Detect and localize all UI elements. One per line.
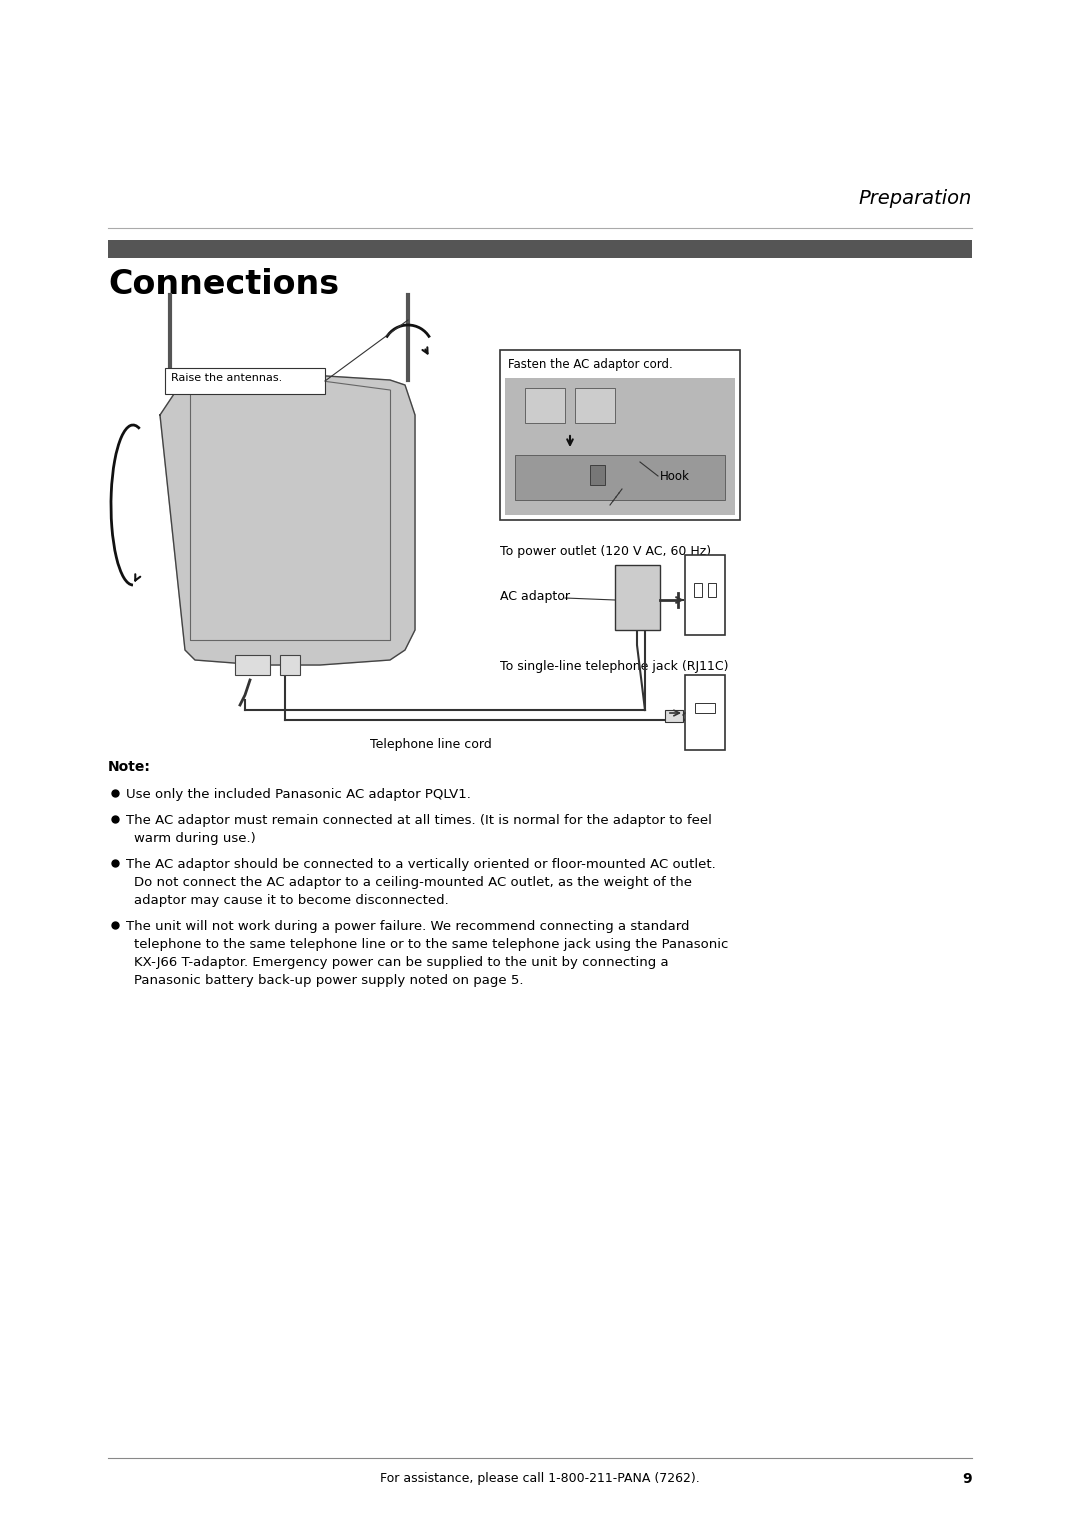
Bar: [280, 656, 300, 675]
Text: To power outlet (120 V AC, 60 Hz): To power outlet (120 V AC, 60 Hz): [500, 545, 711, 558]
Bar: [235, 656, 270, 675]
Text: Note:: Note:: [108, 759, 151, 775]
Bar: [696, 703, 715, 714]
Text: Fasten the AC adaptor cord.: Fasten the AC adaptor cord.: [508, 358, 673, 371]
Bar: [505, 377, 735, 515]
Bar: [108, 240, 972, 258]
Text: telephone to the same telephone line or to the same telephone jack using the Pan: telephone to the same telephone line or …: [134, 938, 728, 950]
Text: Hook: Hook: [660, 471, 690, 483]
Polygon shape: [160, 374, 415, 665]
Text: Telephone line cord: Telephone line cord: [370, 738, 491, 750]
Text: Preparation: Preparation: [859, 189, 972, 208]
Bar: [575, 388, 615, 423]
Bar: [165, 368, 325, 394]
Bar: [525, 388, 565, 423]
Text: adaptor may cause it to become disconnected.: adaptor may cause it to become disconnec…: [134, 894, 449, 908]
Text: KX-J66 T-adaptor. Emergency power can be supplied to the unit by connecting a: KX-J66 T-adaptor. Emergency power can be…: [134, 957, 669, 969]
Text: Raise the antennas.: Raise the antennas.: [171, 373, 282, 384]
Text: To single-line telephone jack (RJ11C): To single-line telephone jack (RJ11C): [500, 660, 729, 672]
Text: Do not connect the AC adaptor to a ceiling-mounted AC outlet, as the weight of t: Do not connect the AC adaptor to a ceili…: [134, 876, 692, 889]
Text: The AC adaptor should be connected to a vertically oriented or floor-mounted AC : The AC adaptor should be connected to a …: [126, 859, 716, 871]
Text: The AC adaptor must remain connected at all times. (It is normal for the adaptor: The AC adaptor must remain connected at …: [126, 814, 712, 827]
Text: 9: 9: [962, 1471, 972, 1487]
Text: The unit will not work during a power failure. We recommend connecting a standar: The unit will not work during a power fa…: [126, 920, 689, 934]
Text: Panasonic battery back-up power supply noted on page 5.: Panasonic battery back-up power supply n…: [134, 973, 524, 987]
Text: warm during use.): warm during use.): [134, 833, 256, 845]
Text: Use only the included Panasonic AC adaptor PQLV1.: Use only the included Panasonic AC adapt…: [126, 788, 471, 801]
Bar: [615, 565, 660, 630]
Bar: [685, 675, 725, 750]
Bar: [694, 584, 702, 597]
Bar: [708, 584, 716, 597]
Text: For assistance, please call 1-800-211-PANA (7262).: For assistance, please call 1-800-211-PA…: [380, 1471, 700, 1485]
Bar: [500, 350, 740, 520]
Text: AC adaptor: AC adaptor: [500, 590, 570, 604]
Bar: [685, 555, 725, 636]
Bar: [515, 455, 725, 500]
Bar: [590, 465, 605, 484]
Bar: [665, 711, 683, 723]
Text: Connections: Connections: [108, 267, 339, 301]
